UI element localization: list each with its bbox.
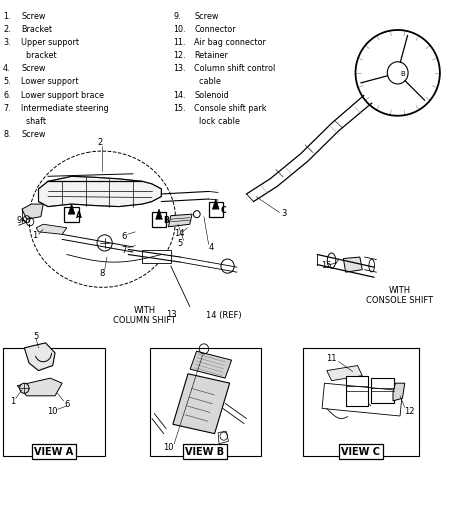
Text: Retainer: Retainer	[194, 51, 228, 60]
Text: 6: 6	[121, 231, 126, 240]
Text: 6.: 6.	[3, 90, 10, 99]
Polygon shape	[17, 378, 62, 396]
Text: 4: 4	[209, 243, 214, 252]
Text: 14 (REF): 14 (REF)	[206, 311, 242, 319]
Polygon shape	[168, 215, 192, 227]
Text: cable: cable	[194, 77, 221, 86]
Polygon shape	[327, 366, 362, 381]
Bar	[371, 378, 394, 403]
Bar	[64, 207, 79, 222]
Polygon shape	[24, 343, 55, 371]
Text: 3.: 3.	[3, 38, 10, 47]
Text: 12.: 12.	[173, 51, 186, 60]
Polygon shape	[173, 374, 230, 434]
Text: 8.: 8.	[3, 130, 10, 138]
Text: shaft: shaft	[21, 117, 46, 126]
Polygon shape	[68, 205, 75, 215]
Text: C: C	[220, 205, 226, 214]
Bar	[303, 348, 419, 457]
Bar	[150, 348, 261, 457]
Text: WITH
CONSOLE SHIFT: WITH CONSOLE SHIFT	[366, 285, 434, 305]
Text: 5: 5	[34, 331, 39, 340]
Text: 11.: 11.	[173, 38, 186, 47]
Polygon shape	[22, 205, 43, 220]
Bar	[346, 376, 368, 406]
Text: Connector: Connector	[194, 25, 236, 34]
Text: 4.: 4.	[3, 64, 10, 73]
Text: B: B	[400, 71, 405, 77]
Text: 7.: 7.	[3, 104, 11, 113]
Polygon shape	[38, 177, 161, 207]
Bar	[3, 348, 105, 457]
Text: 15: 15	[321, 261, 332, 270]
Polygon shape	[343, 258, 362, 273]
Bar	[152, 212, 166, 227]
Text: lock cable: lock cable	[194, 117, 240, 126]
Text: A: A	[76, 210, 82, 219]
Text: 2.: 2.	[3, 25, 11, 34]
Text: 8: 8	[100, 268, 105, 277]
Text: 15.: 15.	[173, 104, 186, 113]
Text: 14.: 14.	[173, 90, 186, 99]
Text: 9.: 9.	[173, 12, 181, 21]
Polygon shape	[156, 210, 162, 220]
Polygon shape	[212, 199, 219, 210]
Text: VIEW C: VIEW C	[341, 446, 380, 457]
Text: Bracket: Bracket	[21, 25, 52, 34]
Text: Intermediate steering: Intermediate steering	[21, 104, 109, 113]
Text: Column shift control: Column shift control	[194, 64, 276, 73]
Text: Screw: Screw	[21, 64, 46, 73]
Text: Screw: Screw	[21, 12, 46, 21]
Text: 14: 14	[174, 229, 184, 238]
Polygon shape	[36, 225, 67, 235]
Text: 10: 10	[163, 442, 174, 451]
Text: VIEW A: VIEW A	[34, 446, 73, 457]
Text: Air bag connector: Air bag connector	[194, 38, 266, 47]
Text: 2: 2	[97, 138, 102, 147]
Text: 13: 13	[166, 310, 177, 319]
Text: 12: 12	[404, 407, 415, 416]
Text: 9: 9	[16, 215, 21, 224]
Text: 10: 10	[47, 407, 58, 416]
Polygon shape	[190, 351, 231, 378]
Text: 1: 1	[10, 396, 15, 406]
Text: 11: 11	[326, 354, 337, 363]
Text: Lower support: Lower support	[21, 77, 79, 86]
Text: 5: 5	[178, 239, 183, 248]
Text: 3: 3	[282, 209, 287, 218]
Text: Screw: Screw	[21, 130, 46, 138]
Text: Screw: Screw	[194, 12, 219, 21]
Bar	[209, 202, 223, 217]
Text: Lower support brace: Lower support brace	[21, 90, 104, 99]
Text: 1: 1	[33, 230, 38, 239]
Text: Solenoid: Solenoid	[194, 90, 229, 99]
Text: VIEW B: VIEW B	[185, 446, 224, 457]
Text: 7: 7	[121, 245, 126, 255]
Text: Console shift park: Console shift park	[194, 104, 267, 113]
Text: 5.: 5.	[3, 77, 11, 86]
Text: 10.: 10.	[173, 25, 186, 34]
Text: 6: 6	[64, 399, 70, 408]
Text: Upper support: Upper support	[21, 38, 79, 47]
Text: 1.: 1.	[3, 12, 10, 21]
Bar	[143, 251, 171, 264]
Text: 13.: 13.	[173, 64, 186, 73]
Text: B: B	[164, 215, 170, 224]
Circle shape	[19, 383, 29, 393]
Text: WITH
COLUMN SHIFT: WITH COLUMN SHIFT	[113, 306, 176, 325]
Text: bracket: bracket	[21, 51, 56, 60]
Polygon shape	[393, 383, 405, 401]
